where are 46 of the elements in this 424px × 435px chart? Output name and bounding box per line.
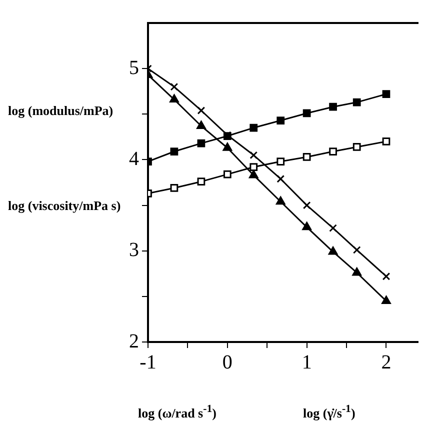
point [352, 246, 361, 254]
point [302, 153, 311, 161]
text: log (γ̇/s$^{-1}$) [303, 403, 356, 422]
y-tick-label: 5 [129, 56, 139, 79]
point [352, 143, 361, 151]
x-tick-label: 1 [302, 351, 312, 374]
point [197, 106, 206, 114]
point [248, 170, 258, 178]
y-tick-label: 2 [129, 330, 139, 352]
point [223, 170, 232, 178]
point [250, 124, 258, 132]
point [196, 120, 206, 129]
x-axis-title: log (ω/rad s$^{-1}$) [138, 403, 216, 422]
point [352, 98, 361, 106]
point [276, 158, 285, 166]
point [382, 272, 390, 280]
point [302, 222, 312, 230]
point [276, 116, 285, 124]
point [302, 201, 311, 210]
x-tick-label: -1 [140, 351, 156, 374]
point [250, 163, 258, 171]
point [329, 148, 337, 156]
point [197, 139, 206, 148]
x-tick-label: 2 [381, 351, 392, 374]
point [382, 90, 390, 98]
point [352, 267, 362, 276]
point [222, 142, 232, 151]
point [170, 94, 179, 103]
point [276, 196, 286, 205]
point [382, 138, 390, 146]
point [329, 102, 337, 111]
point [328, 246, 338, 255]
point [302, 109, 311, 118]
y-axis-title: log (modulus/mPa) [8, 103, 114, 119]
point [250, 151, 258, 160]
text: log (viscosity/mPa s) [8, 198, 121, 214]
y-tick-label: 3 [129, 239, 139, 262]
point [197, 178, 206, 186]
point [329, 224, 337, 232]
point [382, 296, 391, 304]
x-tick-label: 0 [222, 351, 232, 374]
point [170, 148, 178, 156]
point [170, 184, 178, 192]
point [276, 174, 285, 183]
y-tick-label: 4 [129, 148, 139, 170]
point [170, 82, 178, 91]
